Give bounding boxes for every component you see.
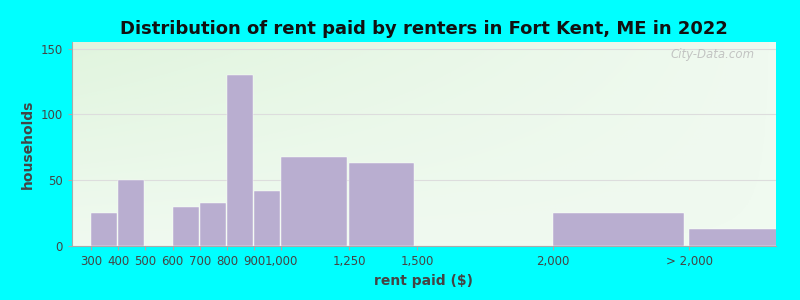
Y-axis label: households: households xyxy=(21,99,35,189)
Bar xyxy=(118,180,144,246)
Bar xyxy=(350,163,414,246)
Bar xyxy=(227,75,253,246)
Bar xyxy=(173,206,198,246)
X-axis label: rent paid ($): rent paid ($) xyxy=(374,274,474,288)
Bar xyxy=(553,213,683,246)
Bar xyxy=(282,157,346,246)
Bar xyxy=(91,213,117,246)
Text: City-Data.com: City-Data.com xyxy=(670,48,755,61)
Bar xyxy=(254,191,280,246)
Title: Distribution of rent paid by renters in Fort Kent, ME in 2022: Distribution of rent paid by renters in … xyxy=(120,20,728,38)
Bar xyxy=(200,202,226,246)
Bar xyxy=(689,229,800,246)
